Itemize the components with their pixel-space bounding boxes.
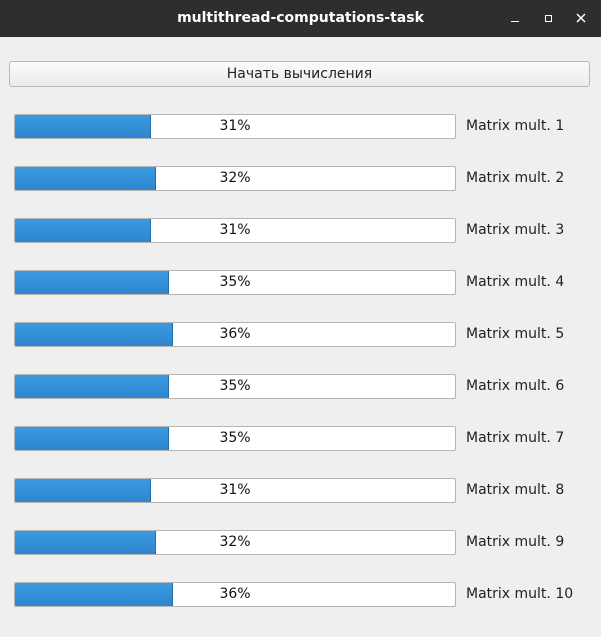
progress-bar: 35% — [14, 374, 456, 399]
progress-fill — [15, 531, 156, 554]
progress-bar: 31% — [14, 218, 456, 243]
progress-fill — [15, 375, 169, 398]
progress-fill — [15, 115, 152, 138]
task-label: Matrix mult. 8 — [466, 482, 565, 498]
progress-percent: 36% — [219, 586, 251, 602]
task-row: 32% Matrix mult. 2 — [0, 166, 601, 192]
task-label: Matrix mult. 3 — [466, 222, 565, 238]
close-button[interactable] — [569, 6, 593, 30]
minimize-button[interactable] — [503, 6, 527, 30]
task-row: 31% Matrix mult. 1 — [0, 114, 601, 140]
task-label: Matrix mult. 1 — [466, 118, 565, 134]
progress-percent: 31% — [219, 482, 251, 498]
close-icon — [576, 13, 586, 23]
progress-bar: 35% — [14, 426, 456, 451]
progress-bar: 31% — [14, 114, 456, 139]
maximize-icon — [544, 14, 552, 22]
task-row: 35% Matrix mult. 6 — [0, 374, 601, 400]
task-row: 31% Matrix mult. 3 — [0, 218, 601, 244]
task-label: Matrix mult. 7 — [466, 430, 565, 446]
progress-fill — [15, 167, 156, 190]
window-title: multithread-computations-task — [177, 10, 424, 26]
start-computations-button[interactable]: Начать вычисления — [9, 61, 590, 87]
progress-fill — [15, 323, 174, 346]
progress-bar: 36% — [14, 582, 456, 607]
task-label: Matrix mult. 6 — [466, 378, 565, 394]
progress-percent: 32% — [219, 534, 251, 550]
title-bar[interactable]: multithread-computations-task — [0, 0, 601, 37]
progress-percent: 36% — [219, 326, 251, 342]
progress-bar: 35% — [14, 270, 456, 295]
task-row: 35% Matrix mult. 7 — [0, 426, 601, 452]
progress-bar: 32% — [14, 166, 456, 191]
task-row: 31% Matrix mult. 8 — [0, 478, 601, 504]
progress-fill — [15, 479, 152, 502]
progress-fill — [15, 583, 174, 606]
maximize-button[interactable] — [536, 6, 560, 30]
progress-bar: 32% — [14, 530, 456, 555]
progress-percent: 31% — [219, 118, 251, 134]
progress-percent: 32% — [219, 170, 251, 186]
minimize-icon — [511, 20, 519, 23]
task-row: 36% Matrix mult. 5 — [0, 322, 601, 348]
task-label: Matrix mult. 9 — [466, 534, 565, 550]
task-label: Matrix mult. 10 — [466, 586, 574, 602]
progress-percent: 31% — [219, 222, 251, 238]
progress-fill — [15, 427, 169, 450]
task-row: 35% Matrix mult. 4 — [0, 270, 601, 296]
task-label: Matrix mult. 5 — [466, 326, 565, 342]
task-row: 32% Matrix mult. 9 — [0, 530, 601, 556]
progress-percent: 35% — [219, 430, 251, 446]
progress-bar: 36% — [14, 322, 456, 347]
progress-percent: 35% — [219, 274, 251, 290]
task-row: 36% Matrix mult. 10 — [0, 582, 601, 608]
progress-fill — [15, 219, 152, 242]
progress-bar: 31% — [14, 478, 456, 503]
task-label: Matrix mult. 2 — [466, 170, 565, 186]
task-label: Matrix mult. 4 — [466, 274, 565, 290]
progress-fill — [15, 271, 169, 294]
progress-percent: 35% — [219, 378, 251, 394]
